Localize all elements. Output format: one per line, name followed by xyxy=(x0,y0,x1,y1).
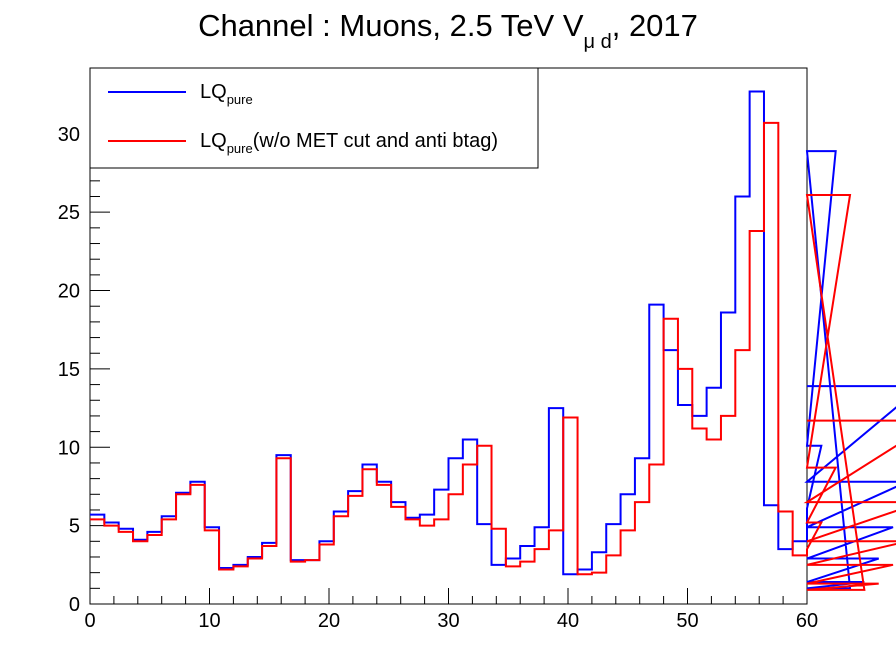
legend: LQpure LQpure(w/o MET cut and anti btag) xyxy=(89,67,539,169)
histogram-series xyxy=(90,90,896,591)
y-tick-label: 10 xyxy=(58,437,80,459)
chart-title-suffix: , 2017 xyxy=(612,8,698,43)
x-tick-label: 30 xyxy=(437,610,459,632)
chart-title-subscript: μ d xyxy=(584,31,612,53)
axis-ticks: 0 10 20 30 40 50 60 0 5 10 15 20 25 30 xyxy=(58,70,818,632)
x-tick-label: 50 xyxy=(676,610,698,632)
chart-title: Channel : Muons, 2.5 TeV Vμ d, 2017 xyxy=(198,8,698,53)
legend-label-lq-pure: LQpure xyxy=(200,81,253,107)
legend-label-lq-pure-no-met: LQpure(w/o MET cut and anti btag) xyxy=(200,130,498,156)
chart-title-main: Channel : Muons, 2.5 TeV V xyxy=(198,8,584,43)
y-tick-label: 30 xyxy=(58,124,80,146)
y-tick-label: 15 xyxy=(58,359,80,381)
x-tick-label: 40 xyxy=(557,610,579,632)
y-tick-label: 20 xyxy=(58,281,80,303)
x-tick-label: 20 xyxy=(318,610,340,632)
y-tick-label: 25 xyxy=(58,202,80,224)
legend-box xyxy=(89,67,539,169)
y-tick-label: 5 xyxy=(69,516,80,538)
y-tick-label: 0 xyxy=(69,594,80,616)
x-tick-label: 0 xyxy=(84,610,95,632)
x-tick-label: 10 xyxy=(198,610,220,632)
series-line-1 xyxy=(90,121,896,591)
x-tick-label: 60 xyxy=(796,610,818,632)
